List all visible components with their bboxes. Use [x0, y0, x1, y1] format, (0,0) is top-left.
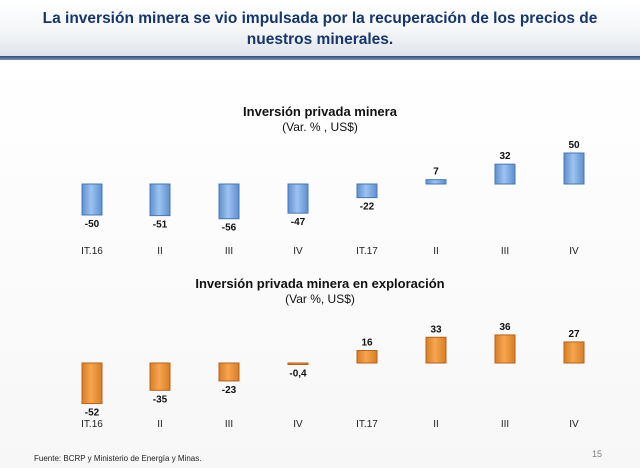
- chart1-category-label-5: IT.17: [356, 246, 378, 257]
- chart1-category-label-3: III: [225, 246, 233, 257]
- header-divider: [0, 56, 640, 60]
- chart2-bar-3: [218, 362, 240, 382]
- chart2-bar-5: [356, 350, 378, 364]
- page-number: 15: [592, 449, 603, 459]
- chart1-category-label-8: IV: [569, 246, 579, 257]
- chart1-plot: -50 IT.16 -51 II -56 III -47 IV -22 IT.17 7 II 32 III…: [81, 140, 585, 257]
- chart2-bar-6: [425, 336, 447, 364]
- chart1-value-label-8: 50: [568, 140, 580, 151]
- chart2-title: Inversión privada minera en exploración: [195, 276, 445, 291]
- chart2-value-label-4: -0,4: [289, 369, 307, 380]
- chart2-bar-1: [81, 362, 103, 405]
- chart2-bar-2: [149, 362, 171, 391]
- chart2-value-label-3: -23: [222, 385, 237, 396]
- chart2-value-label-6: 33: [430, 324, 442, 335]
- slide-title: La inversión minera se vio impulsada por…: [42, 10, 598, 48]
- chart2-bar-8: [563, 341, 585, 364]
- chart1-category-label-7: III: [501, 246, 509, 257]
- chart2-subtitle: (Var %, US$): [285, 292, 355, 306]
- chart2-value-label-7: 36: [499, 322, 511, 333]
- chart2-category-label-4: IV: [293, 419, 303, 430]
- chart2-category-label-8: IV: [569, 419, 579, 430]
- chart1-bar-8: [563, 152, 585, 185]
- chart2-value-label-2: -35: [153, 394, 168, 405]
- chart2-category-label-1: IT.16: [81, 419, 103, 430]
- chart1-bar-2: [149, 183, 171, 217]
- chart1-bar-7: [494, 163, 516, 185]
- slide-header: La inversión minera se vio impulsada por…: [0, 0, 640, 56]
- chart2-category-label-2: II: [157, 419, 163, 430]
- chart2-bar-4: [287, 362, 309, 365]
- chart2-value-label-5: 16: [361, 338, 373, 349]
- chart1-category-label-2: II: [157, 246, 163, 257]
- chart2-value-label-8: 27: [568, 329, 580, 340]
- chart1-value-label-7: 32: [499, 151, 511, 162]
- chart1-category-label-4: IV: [293, 246, 303, 257]
- chart1-bar-5: [356, 183, 378, 199]
- chart1-category-label-6: II: [433, 246, 439, 257]
- source-note: Fuente: BCRP y Ministerio de Energía y M…: [34, 454, 202, 463]
- chart1-title: Inversión privada minera: [243, 104, 397, 119]
- chart1-value-label-4: -47: [291, 217, 306, 228]
- chart2-category-label-6: II: [433, 419, 439, 430]
- chart1-value-label-2: -51: [153, 220, 168, 231]
- chart1-value-label-6: 7: [433, 167, 439, 178]
- chart1-value-label-3: -56: [222, 223, 237, 234]
- chart1-bar-3: [218, 183, 240, 220]
- chart1-category-label-1: IT.16: [81, 246, 103, 257]
- chart1-value-label-5: -22: [360, 202, 375, 213]
- chart1-bar-4: [287, 183, 309, 214]
- chart1-bar-1: [81, 183, 103, 216]
- chart1-value-label-1: -50: [85, 219, 100, 230]
- chart2-category-label-3: III: [225, 419, 233, 430]
- chart1-bar-6: [425, 179, 447, 185]
- chart2-bar-7: [494, 334, 516, 364]
- slide-body: [0, 60, 640, 468]
- chart2-value-label-1: -52: [85, 408, 100, 419]
- chart2-category-label-7: III: [501, 419, 509, 430]
- chart1-subtitle: (Var. % , US$): [282, 120, 358, 134]
- chart2-category-label-5: IT.17: [356, 419, 378, 430]
